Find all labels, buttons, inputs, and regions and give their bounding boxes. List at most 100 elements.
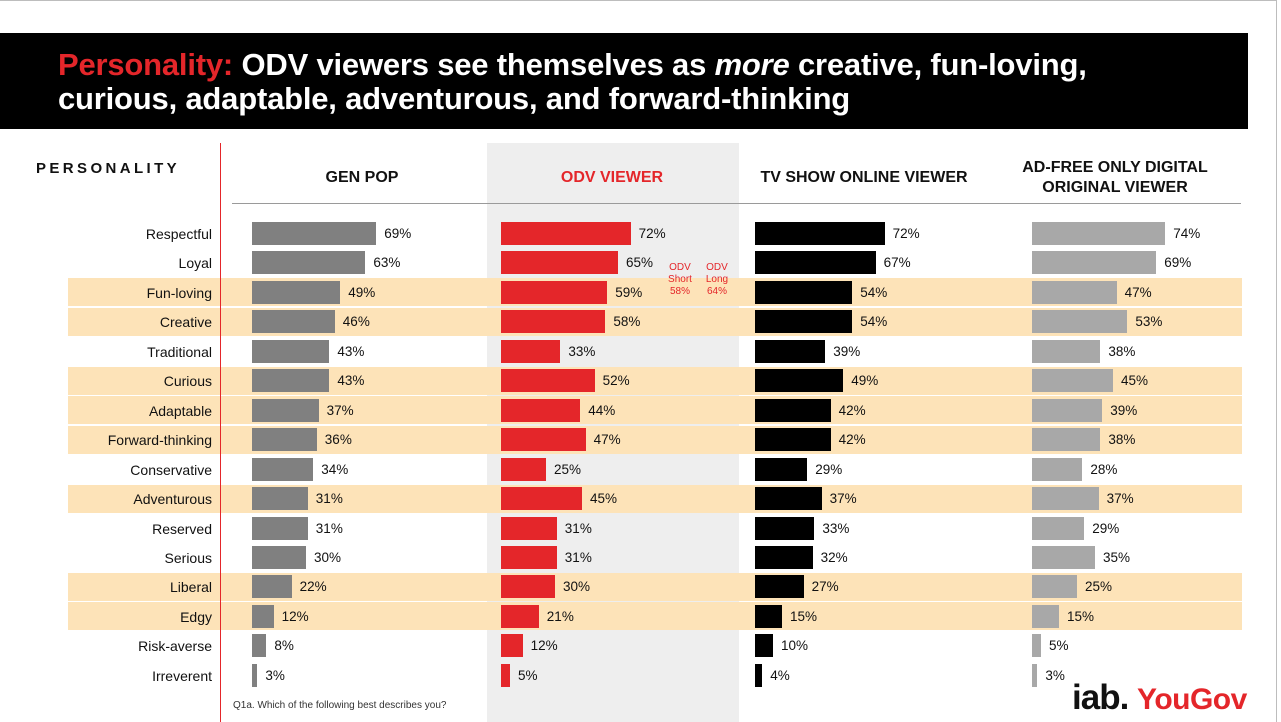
bar-odv-viewer-creative xyxy=(501,310,606,334)
odv-short-label-top: ODV xyxy=(669,262,691,273)
row-label-loyal: Loyal xyxy=(178,255,212,272)
value-label-odv-viewer-conservative: 25% xyxy=(554,461,582,477)
value-label-ad-free-digital-original-adventurous: 37% xyxy=(1106,491,1134,507)
value-label-ad-free-digital-original-conservative: 28% xyxy=(1090,461,1118,477)
value-label-odv-viewer-adaptable: 44% xyxy=(588,402,616,418)
value-label-tv-show-online-viewer-traditional: 39% xyxy=(833,343,861,359)
bar-ad-free-digital-original-loyal xyxy=(1032,251,1157,275)
row-label-adventurous: Adventurous xyxy=(133,491,212,508)
value-label-gen-pop-liberal: 22% xyxy=(299,579,327,595)
row-label-risk-averse: Risk-averse xyxy=(138,638,212,655)
bar-gen-pop-reserved xyxy=(252,516,308,540)
bar-odv-viewer-adventurous xyxy=(501,487,582,511)
yougov-logo-text: YouGov xyxy=(1137,683,1247,716)
bar-tv-show-online-viewer-respectful xyxy=(755,222,885,245)
bar-gen-pop-risk-averse xyxy=(252,634,267,658)
bar-tv-show-online-viewer-adventurous xyxy=(755,487,822,511)
value-label-tv-show-online-viewer-risk-averse: 10% xyxy=(781,638,809,654)
bar-gen-pop-respectful xyxy=(252,222,377,245)
bar-odv-viewer-serious xyxy=(501,545,557,569)
value-label-tv-show-online-viewer-fun-loving: 54% xyxy=(860,284,888,300)
bar-ad-free-digital-original-curious xyxy=(1032,369,1113,393)
bar-tv-show-online-viewer-conservative xyxy=(755,457,808,481)
row-label-reserved: Reserved xyxy=(152,520,212,537)
bar-tv-show-online-viewer-adaptable xyxy=(755,398,831,422)
odv-long-value: 64% xyxy=(706,286,727,297)
bar-gen-pop-liberal xyxy=(252,575,292,599)
value-label-ad-free-digital-original-loyal: 69% xyxy=(1164,255,1192,271)
title-accent: Personality: xyxy=(58,47,234,82)
bar-gen-pop-conservative xyxy=(252,457,314,481)
bar-ad-free-digital-original-traditional xyxy=(1032,339,1101,363)
bar-ad-free-digital-original-serious xyxy=(1032,545,1095,569)
bar-ad-free-digital-original-edgy xyxy=(1032,604,1059,628)
bar-odv-viewer-irreverent xyxy=(501,663,510,687)
bar-ad-free-digital-original-risk-averse xyxy=(1032,634,1041,658)
value-label-gen-pop-loyal: 63% xyxy=(373,255,401,271)
bar-tv-show-online-viewer-creative xyxy=(755,310,853,334)
row-label-curious: Curious xyxy=(163,373,212,390)
value-label-odv-viewer-curious: 52% xyxy=(602,373,630,389)
value-label-ad-free-digital-original-liberal: 25% xyxy=(1085,579,1113,595)
odv-long-label-top: ODV xyxy=(706,262,728,273)
value-label-odv-viewer-risk-averse: 12% xyxy=(530,638,558,654)
row-label-traditional: Traditional xyxy=(147,343,212,360)
row-label-liberal: Liberal xyxy=(169,579,212,596)
bar-tv-show-online-viewer-loyal xyxy=(755,251,876,275)
value-label-ad-free-digital-original-respectful: 74% xyxy=(1173,226,1201,241)
row-label-fun-loving: Fun-loving xyxy=(146,284,212,301)
bar-gen-pop-adventurous xyxy=(252,487,308,511)
value-label-odv-viewer-reserved: 31% xyxy=(564,520,592,536)
title-part-2: creative, fun-loving, xyxy=(789,47,1087,82)
value-label-ad-free-digital-original-adaptable: 39% xyxy=(1110,402,1138,418)
value-label-ad-free-digital-original-reserved: 29% xyxy=(1092,520,1120,536)
bar-gen-pop-irreverent xyxy=(252,663,258,687)
value-label-ad-free-digital-original-fun-loving: 47% xyxy=(1124,284,1152,300)
bar-odv-viewer-adaptable xyxy=(501,398,581,422)
bar-gen-pop-curious xyxy=(252,369,330,393)
value-label-tv-show-online-viewer-curious: 49% xyxy=(851,373,879,389)
value-label-gen-pop-irreverent: 3% xyxy=(265,667,285,683)
bar-gen-pop-forward-thinking xyxy=(252,428,317,452)
bar-tv-show-online-viewer-risk-averse xyxy=(755,634,773,658)
bar-gen-pop-loyal xyxy=(252,251,366,275)
value-label-gen-pop-serious: 30% xyxy=(314,549,342,565)
value-label-tv-show-online-viewer-creative: 54% xyxy=(860,314,888,330)
bar-gen-pop-fun-loving xyxy=(252,280,341,304)
bar-tv-show-online-viewer-irreverent xyxy=(755,663,763,687)
bar-tv-show-online-viewer-edgy xyxy=(755,604,782,628)
bar-odv-viewer-fun-loving xyxy=(501,280,608,304)
bar-odv-viewer-risk-averse xyxy=(501,634,523,658)
column-header-ad-free-line-2: ORIGINAL VIEWER xyxy=(1042,179,1188,196)
bar-gen-pop-traditional xyxy=(252,339,330,363)
value-label-odv-viewer-fun-loving: 59% xyxy=(615,284,643,300)
label-column-divider xyxy=(220,143,221,722)
title-line-2: curious, adaptable, adventurous, and for… xyxy=(58,81,851,116)
value-label-gen-pop-fun-loving: 49% xyxy=(348,284,376,300)
value-label-gen-pop-adventurous: 31% xyxy=(315,491,343,507)
value-label-odv-viewer-respectful: 72% xyxy=(638,226,666,241)
title-bar xyxy=(0,33,1248,129)
column-header-gen-pop: GEN POP xyxy=(325,169,399,186)
bar-ad-free-digital-original-forward-thinking xyxy=(1032,428,1101,452)
bar-odv-viewer-liberal xyxy=(501,575,555,599)
column-header-tv-show-online-viewer: TV SHOW ONLINE VIEWER xyxy=(760,169,968,186)
value-label-odv-viewer-liberal: 30% xyxy=(563,579,591,595)
title-emphasis: more xyxy=(714,47,790,82)
bar-tv-show-online-viewer-curious xyxy=(755,369,844,393)
bar-ad-free-digital-original-adventurous xyxy=(1032,487,1099,511)
value-label-odv-viewer-irreverent: 5% xyxy=(518,667,538,683)
value-label-ad-free-digital-original-traditional: 38% xyxy=(1108,343,1136,359)
value-label-tv-show-online-viewer-reserved: 33% xyxy=(822,520,850,536)
value-label-ad-free-digital-original-edgy: 15% xyxy=(1067,608,1095,624)
bar-ad-free-digital-original-creative xyxy=(1032,310,1128,334)
bar-gen-pop-adaptable xyxy=(252,398,319,422)
value-label-odv-viewer-forward-thinking: 47% xyxy=(593,432,621,448)
value-label-gen-pop-creative: 46% xyxy=(342,314,370,330)
section-label: PERSONALITY xyxy=(36,160,181,177)
header-rule xyxy=(232,203,1241,204)
row-label-respectful: Respectful xyxy=(145,226,212,242)
value-label-tv-show-online-viewer-liberal: 27% xyxy=(811,579,839,595)
bar-ad-free-digital-original-conservative xyxy=(1032,457,1083,481)
value-label-ad-free-digital-original-serious: 35% xyxy=(1103,549,1131,565)
